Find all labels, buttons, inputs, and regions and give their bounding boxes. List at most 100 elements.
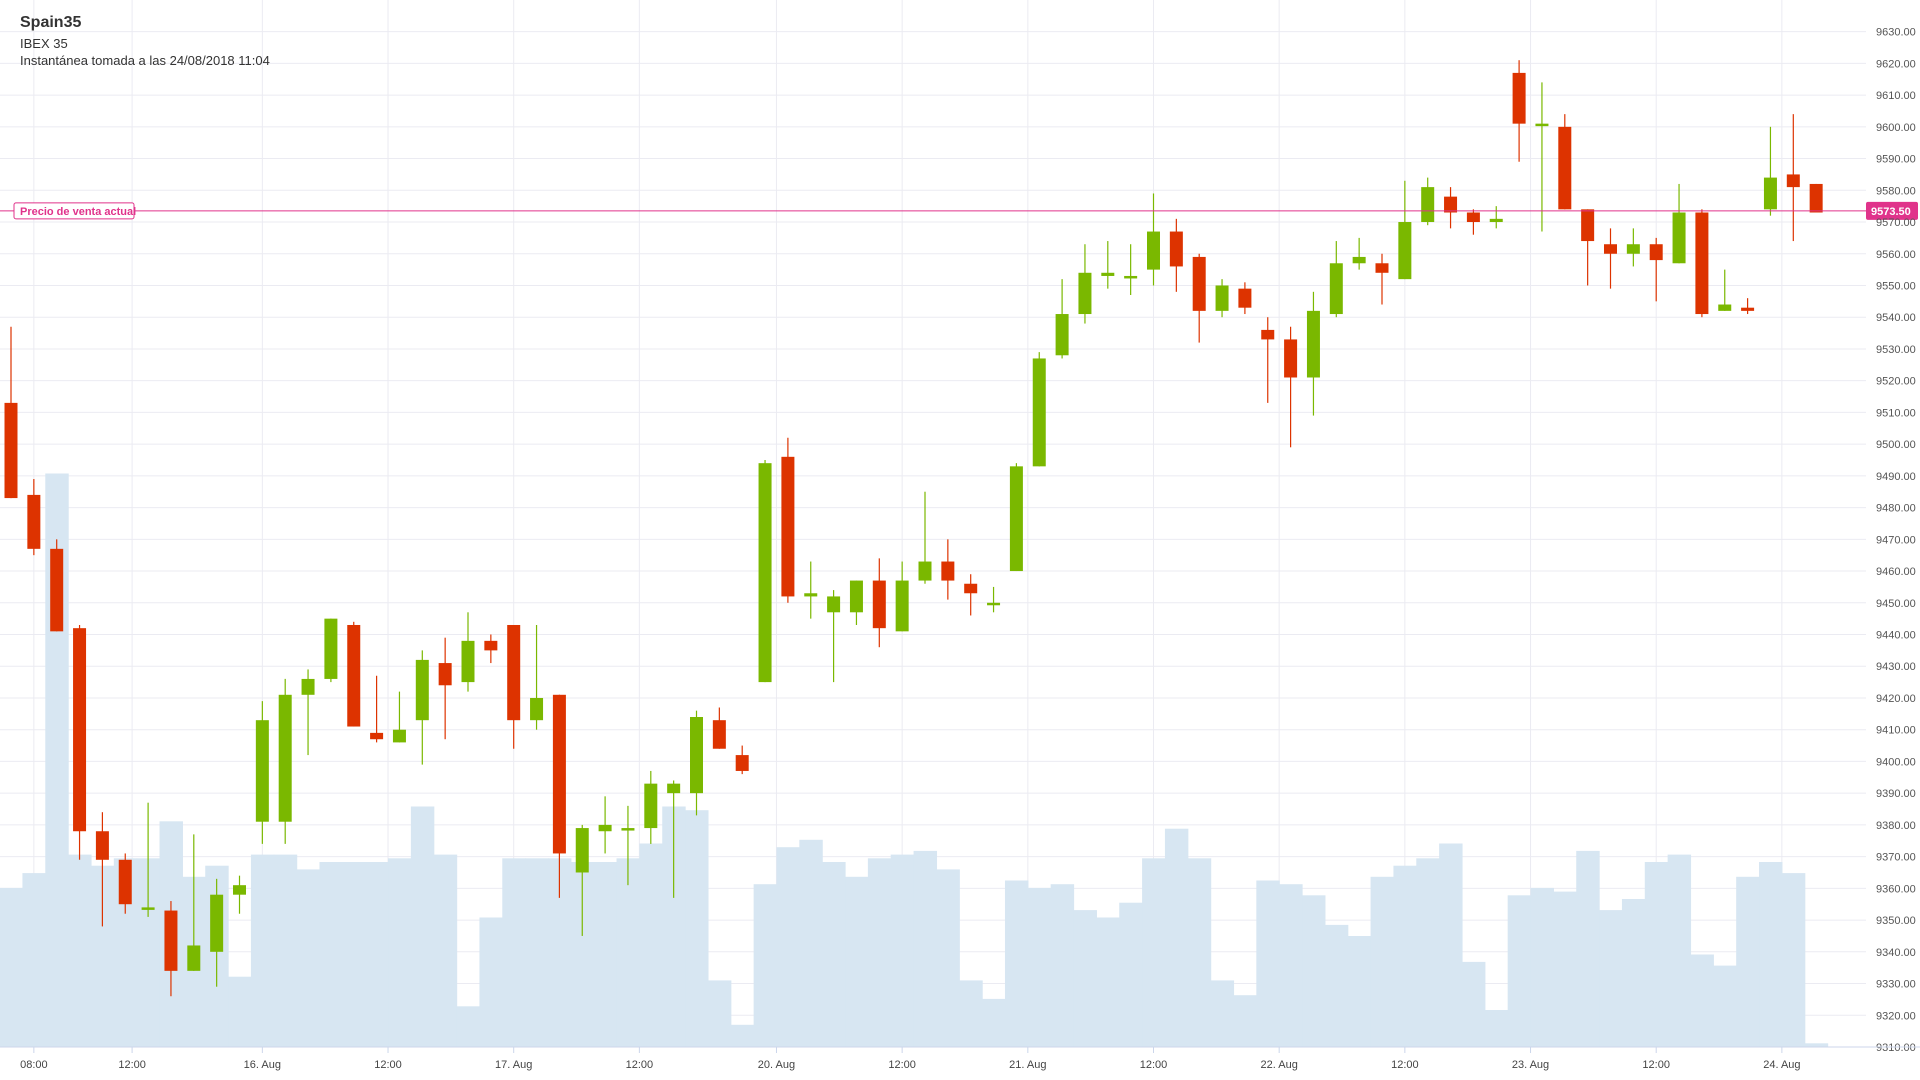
candle-down [1558, 114, 1572, 210]
volume-bar [1393, 865, 1417, 1047]
candle-body [895, 580, 909, 632]
candle-up [895, 561, 909, 632]
candle-down [507, 624, 521, 749]
y-tick-label: 9590.00 [1876, 154, 1916, 166]
candle-down [95, 812, 109, 927]
candle-up [324, 618, 338, 683]
volume-bar [1644, 862, 1669, 1047]
volume-bar [388, 858, 412, 1047]
candle-body [233, 885, 246, 895]
candle-up [1215, 279, 1229, 318]
candle-up [1055, 279, 1069, 359]
volume-bar [136, 858, 161, 1047]
volume-bar [685, 810, 709, 1047]
candle-body [827, 596, 841, 613]
x-tick-label: 12:00 [888, 1059, 916, 1071]
y-tick-label: 9460.00 [1876, 566, 1916, 578]
x-tick-label: 12:00 [374, 1059, 402, 1071]
current-price-label: Precio de venta actual [20, 206, 136, 218]
candle-down [118, 853, 132, 914]
candle-down [1741, 298, 1755, 315]
snapshot-timestamp: Instantánea tomada a las 24/08/2018 11:0… [20, 53, 270, 68]
y-tick-label: 9480.00 [1876, 503, 1916, 515]
candle-down [1695, 209, 1709, 318]
candle-body [392, 729, 406, 743]
y-tick-label: 9400.00 [1876, 756, 1916, 768]
x-tick-label: 23. Aug [1512, 1059, 1549, 1071]
candle-up [1489, 206, 1503, 229]
volume-bar [662, 806, 686, 1047]
volume-bar [1050, 884, 1075, 1047]
volume-bar [1027, 887, 1052, 1047]
y-tick-label: 9420.00 [1876, 693, 1916, 705]
candle-down [438, 637, 452, 740]
candle-body [141, 907, 155, 910]
volume-bar [1461, 961, 1486, 1047]
volume-bar [1279, 884, 1303, 1047]
volume-bar [593, 862, 618, 1047]
y-tick-label: 9540.00 [1876, 312, 1916, 324]
x-tick-label: 12:00 [1140, 1059, 1168, 1071]
volume-bars [0, 473, 1829, 1047]
volume-bar [753, 884, 778, 1047]
volume-bar [1713, 965, 1737, 1047]
candle-down [73, 624, 87, 860]
candle-body [1192, 256, 1206, 311]
y-tick-label: 9360.00 [1876, 883, 1916, 895]
volume-bar [273, 854, 298, 1047]
x-tick-label: 12:00 [1642, 1059, 1670, 1071]
x-tick-label: 12:00 [118, 1059, 146, 1071]
volume-bar [502, 858, 526, 1047]
candle-body [438, 663, 452, 686]
candle-body [1626, 244, 1640, 254]
candle-body [1055, 314, 1069, 356]
candle-body [1809, 183, 1823, 213]
candle-body [621, 828, 635, 831]
y-tick-label: 9600.00 [1876, 122, 1916, 134]
volume-bar [707, 980, 732, 1047]
candle-up [1329, 241, 1343, 318]
candle-body [324, 618, 338, 679]
candle-body [73, 628, 87, 832]
candle-up [278, 678, 292, 844]
volume-bar [1781, 873, 1806, 1047]
x-axis: 08:00 12:00 16. Aug 12:00 17. Aug 12:00 20. Au… [0, 1046, 1920, 1071]
candle-down [1466, 209, 1480, 235]
candle-body [1512, 72, 1526, 124]
y-tick-label: 9380.00 [1876, 820, 1916, 832]
candle-down [1169, 218, 1183, 292]
volume-bar [68, 854, 92, 1047]
volume-bar [1004, 880, 1029, 1047]
candle-body [1032, 358, 1046, 467]
y-tick-label: 9530.00 [1876, 344, 1916, 356]
volume-bar [250, 854, 275, 1047]
candle-body [1375, 263, 1389, 273]
candle-body [552, 694, 566, 854]
volume-bar [1347, 936, 1372, 1047]
candle-body [987, 602, 1001, 606]
volume-bar [1759, 862, 1783, 1047]
y-tick-label: 9560.00 [1876, 249, 1916, 261]
volume-bar [1621, 899, 1646, 1047]
current-price-label-box [13, 202, 135, 220]
volume-bar [296, 869, 321, 1047]
volume-bar [1439, 843, 1463, 1047]
volume-bar [1119, 902, 1143, 1047]
candle-body [1604, 244, 1617, 254]
candle-up [187, 834, 201, 971]
candle-up [575, 824, 589, 936]
x-tick-label: 12:00 [1391, 1059, 1419, 1071]
candle-body [1581, 209, 1595, 242]
candle-body [118, 859, 132, 905]
candle-up [1306, 291, 1320, 416]
y-tick-label: 9570.00 [1876, 217, 1916, 229]
candle-body [690, 717, 703, 794]
candle-down [964, 574, 978, 616]
volume-bar [1187, 858, 1212, 1047]
candle-body [1329, 263, 1343, 315]
candle-down [1238, 282, 1252, 315]
candle-up [918, 491, 932, 584]
volume-bar [456, 1006, 481, 1047]
candle-body [415, 659, 429, 721]
candlestick-series [4, 60, 1823, 997]
